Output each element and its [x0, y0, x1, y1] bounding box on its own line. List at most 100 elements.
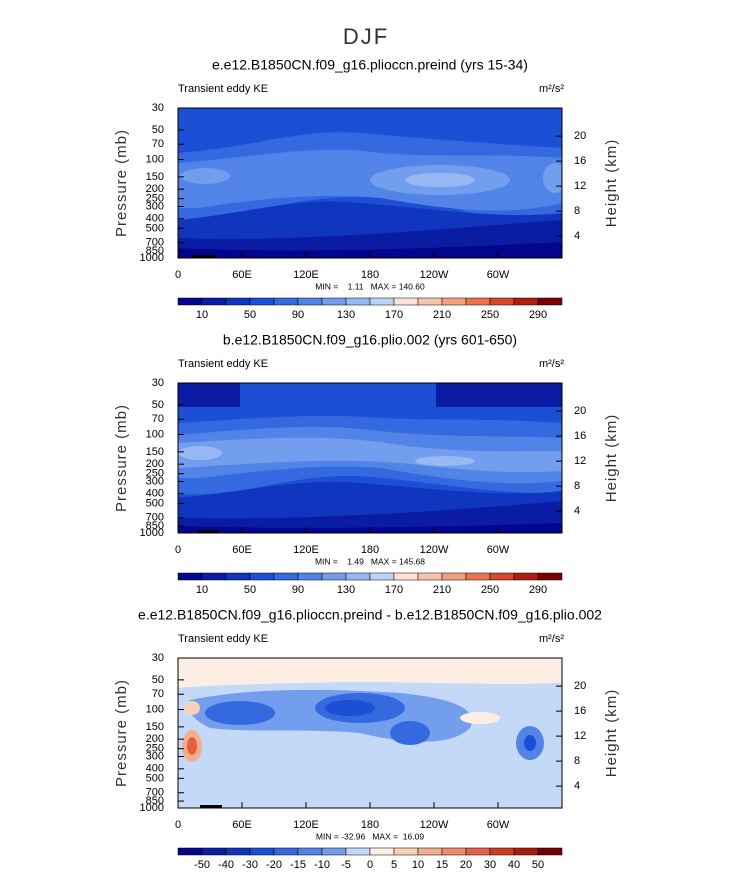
- colorbar-label: -5: [341, 859, 351, 871]
- y2-tick-label: 20: [574, 130, 586, 142]
- colorbar-box: [441, 297, 467, 306]
- colorbar-label: 250: [481, 309, 499, 321]
- colorbar-label: -50: [194, 859, 210, 871]
- colorbar-box: [225, 572, 251, 581]
- y-tick-label: 100: [146, 703, 164, 715]
- colorbar-box: [225, 297, 251, 306]
- x-tick-label: 120W: [420, 269, 449, 281]
- y-tick-label: 300: [146, 200, 164, 212]
- colorbar-label: 30: [484, 859, 496, 871]
- colorbar-label: 250: [481, 584, 499, 596]
- y-tick-label: 850: [146, 520, 164, 532]
- colorbar-box: [273, 572, 299, 581]
- colorbar-label: -10: [314, 859, 330, 871]
- x-tick-label: 0: [175, 819, 181, 831]
- stats-text: MIN = -32.96 MAX = 16.09: [316, 831, 424, 841]
- colorbar-label: -40: [218, 859, 234, 871]
- y-tick-label: 250: [146, 193, 164, 205]
- y-tick-label: 700: [146, 787, 164, 799]
- y-tick-label: 850: [146, 245, 164, 257]
- colorbar-box: [417, 297, 443, 306]
- x-tick-label: 180: [361, 544, 379, 556]
- colorbar-label: 10: [196, 584, 208, 596]
- y-tick-label: 150: [146, 446, 164, 458]
- y-tick-label: 1000: [140, 802, 164, 814]
- colorbar-box: [441, 847, 467, 856]
- colorbar-box: [513, 297, 539, 306]
- left-label: Transient eddy KE: [178, 83, 268, 95]
- colorbar-box: [345, 847, 371, 856]
- colorbar-box: [321, 847, 347, 856]
- units-label: m²/s²: [539, 83, 564, 95]
- y-tick-label: 150: [146, 171, 164, 183]
- colorbar-label: -30: [242, 859, 258, 871]
- y-tick-label: 850: [146, 795, 164, 807]
- y-tick-label: 100: [146, 428, 164, 440]
- y-tick-label: 250: [146, 743, 164, 755]
- colorbar-label: 15: [436, 859, 448, 871]
- colorbar-label: 170: [385, 309, 403, 321]
- colorbar-box: [393, 572, 419, 581]
- contour-field: [178, 108, 562, 258]
- x-tick-label: 0: [175, 269, 181, 281]
- colorbar-box: [201, 847, 227, 856]
- chart-title: e.e12.B1850CN.f09_g16.plioccn.preind - b…: [138, 607, 602, 623]
- y2-axis-label: Height (km): [603, 689, 620, 778]
- colorbar-box: [393, 847, 419, 856]
- y-tick-label: 100: [146, 153, 164, 165]
- y-tick-label: 150: [146, 721, 164, 733]
- colorbar-box: [489, 572, 515, 581]
- y2-tick-label: 8: [574, 205, 580, 217]
- y-tick-label: 30: [152, 102, 164, 114]
- colorbar-label: 90: [292, 584, 304, 596]
- colorbar-box: [225, 847, 251, 856]
- figure-title: DJF: [343, 24, 389, 49]
- x-tick-label: 180: [361, 819, 379, 831]
- y-tick-label: 200: [146, 733, 164, 745]
- colorbar-label: 90: [292, 309, 304, 321]
- y2-tick-label: 4: [574, 505, 580, 517]
- x-tick-label: 60W: [487, 269, 510, 281]
- y2-tick-label: 4: [574, 780, 580, 792]
- colorbar-box: [417, 572, 443, 581]
- y-tick-label: 500: [146, 222, 164, 234]
- y2-tick-label: 8: [574, 755, 580, 767]
- colorbar-label: -20: [266, 859, 282, 871]
- y-tick-label: 200: [146, 458, 164, 470]
- colorbar-label: 210: [433, 309, 451, 321]
- y-tick-label: 50: [152, 674, 164, 686]
- chart-title: e.e12.B1850CN.f09_g16.plioccn.preind (yr…: [212, 57, 528, 73]
- chart-title: b.e12.B1850CN.f09_g16.plio.002 (yrs 601-…: [223, 332, 517, 348]
- x-tick-label: 120W: [420, 544, 449, 556]
- colorbar-box: [321, 572, 347, 581]
- colorbar-box: [297, 572, 323, 581]
- colorbar-box: [513, 572, 539, 581]
- x-tick-label: 60E: [232, 819, 252, 831]
- y-tick-label: 250: [146, 468, 164, 480]
- colorbar-box: [465, 297, 491, 306]
- contour-field: [178, 658, 562, 808]
- colorbar-box: [369, 297, 395, 306]
- y2-tick-label: 8: [574, 480, 580, 492]
- colorbar-box: [537, 297, 563, 306]
- stats-text: MIN = 1.49 MAX = 145.68: [315, 556, 425, 566]
- x-tick-label: 0: [175, 544, 181, 556]
- y2-tick-label: 16: [574, 155, 586, 167]
- colorbar-box: [201, 572, 227, 581]
- stats-text: MIN = 1.11 MAX = 140.60: [315, 281, 425, 291]
- y-tick-label: 200: [146, 183, 164, 195]
- colorbar-box: [537, 847, 563, 856]
- colorbar-box: [177, 847, 203, 856]
- colorbar-label: 170: [385, 584, 403, 596]
- y2-axis-label: Height (km): [603, 139, 620, 228]
- colorbar-label: 50: [244, 309, 256, 321]
- colorbar-box: [489, 297, 515, 306]
- x-tick-label: 60E: [232, 269, 252, 281]
- y-tick-label: 500: [146, 497, 164, 509]
- y-axis-label: Pressure (mb): [113, 679, 130, 787]
- colorbar-box: [249, 847, 275, 856]
- y2-tick-label: 12: [574, 455, 586, 467]
- y2-tick-label: 20: [574, 405, 586, 417]
- colorbar-label: -15: [290, 859, 306, 871]
- y-tick-label: 400: [146, 488, 164, 500]
